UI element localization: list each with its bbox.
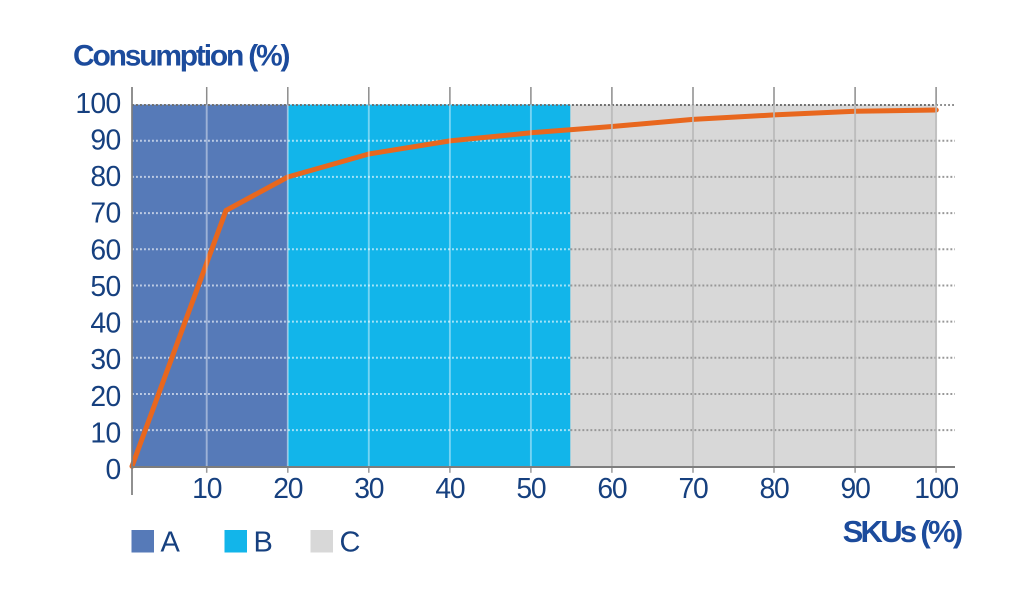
svg-text:80: 80 — [90, 160, 120, 192]
svg-text:100: 100 — [914, 472, 958, 504]
svg-text:60: 60 — [597, 472, 627, 504]
svg-text:80: 80 — [759, 472, 789, 504]
svg-text:70: 70 — [678, 472, 708, 504]
svg-text:40: 40 — [435, 472, 465, 504]
svg-text:70: 70 — [90, 197, 120, 229]
svg-text:90: 90 — [841, 472, 871, 504]
svg-text:B: B — [254, 527, 273, 559]
svg-text:50: 50 — [90, 270, 120, 302]
svg-text:10: 10 — [192, 472, 222, 504]
svg-text:Consumption (%): Consumption (%) — [73, 40, 290, 73]
svg-text:90: 90 — [90, 124, 120, 156]
svg-text:10: 10 — [90, 416, 120, 448]
svg-text:20: 20 — [90, 380, 120, 412]
svg-text:20: 20 — [273, 472, 303, 504]
svg-text:A: A — [161, 527, 181, 559]
svg-text:30: 30 — [354, 472, 384, 504]
svg-text:40: 40 — [90, 307, 120, 339]
svg-text:100: 100 — [75, 87, 120, 119]
svg-text:60: 60 — [90, 233, 120, 265]
svg-text:C: C — [340, 527, 361, 559]
svg-text:50: 50 — [516, 472, 546, 504]
svg-text:SKUs (%): SKUs (%) — [843, 514, 962, 549]
svg-text:30: 30 — [90, 343, 120, 375]
svg-text:0: 0 — [105, 453, 120, 485]
